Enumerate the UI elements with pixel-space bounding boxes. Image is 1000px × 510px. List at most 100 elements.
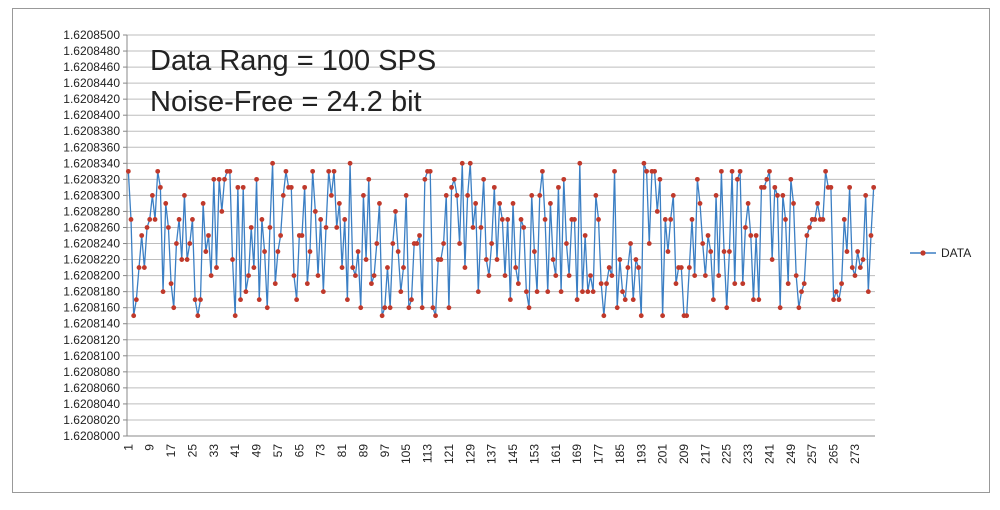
data-point [131, 313, 137, 319]
data-point [470, 225, 476, 230]
data-point [331, 168, 337, 174]
data-point [243, 289, 249, 295]
legend-marker [920, 250, 926, 256]
data-point [248, 225, 254, 230]
data-point [163, 201, 169, 206]
y-tick-label: 1.6208200 [63, 269, 120, 283]
y-tick-label: 1.6208480 [63, 44, 120, 58]
data-point [537, 193, 543, 198]
y-tick-label: 1.6208100 [63, 349, 120, 363]
data-point [478, 225, 484, 230]
annotation: Data Rang = 100 SPS [150, 45, 436, 77]
x-tick-label: 169 [570, 444, 584, 464]
data-point [465, 193, 471, 198]
data-point [761, 184, 767, 190]
data-point [836, 297, 842, 303]
data-point [860, 257, 866, 262]
data-point [857, 265, 863, 270]
data-point [385, 265, 390, 270]
data-point [751, 297, 756, 303]
data-point [609, 273, 615, 278]
data-point [128, 217, 134, 222]
data-point [417, 233, 422, 238]
data-point [727, 249, 732, 254]
data-point [125, 168, 131, 174]
data-point [507, 297, 513, 303]
data-point [777, 305, 783, 311]
data-point [585, 289, 591, 295]
data-point [796, 305, 802, 311]
data-point [735, 176, 740, 182]
data-point [320, 289, 326, 295]
data-point [366, 176, 372, 182]
legend-label: DATA [941, 246, 971, 260]
data-point [251, 265, 257, 270]
data-point [446, 305, 452, 311]
data-point [724, 305, 730, 311]
data-point [780, 193, 786, 198]
data-point [144, 225, 150, 230]
x-tick-label: 113 [421, 444, 435, 463]
data-point [745, 201, 751, 206]
data-point [702, 273, 708, 278]
data-point [430, 305, 436, 311]
data-point [211, 176, 217, 182]
data-point [582, 233, 588, 238]
data-point [793, 273, 799, 278]
data-point [141, 265, 147, 270]
data-point [665, 249, 671, 254]
data-point [462, 265, 468, 270]
data-point [636, 265, 641, 270]
data-point [654, 209, 660, 214]
x-tick-label: 265 [827, 444, 841, 464]
data-point [531, 249, 537, 254]
data-point [529, 193, 535, 198]
data-point [868, 233, 874, 238]
data-point [580, 289, 585, 295]
data-point [339, 265, 345, 270]
data-point [307, 249, 313, 254]
data-point [523, 289, 529, 295]
data-point [668, 217, 674, 222]
y-tick-label: 1.6208180 [63, 285, 120, 299]
data-point [515, 281, 521, 287]
data-point [644, 168, 649, 174]
data-point [628, 241, 633, 246]
x-tick-label: 17 [164, 444, 178, 458]
annotation: Noise-Free = 24.2 bit [150, 86, 422, 118]
data-point [441, 241, 446, 246]
data-point [459, 160, 465, 166]
data-point [267, 225, 273, 230]
data-point [382, 305, 388, 311]
data-point [598, 281, 604, 287]
data-point [198, 297, 203, 303]
data-point [377, 201, 382, 206]
data-point [684, 313, 690, 319]
data-point [200, 201, 206, 206]
data-point [288, 184, 294, 190]
x-tick-label: 9 [143, 444, 157, 451]
data-point [433, 313, 438, 319]
x-tick-label: 241 [762, 444, 776, 464]
data-point [590, 289, 596, 295]
data-point [633, 257, 639, 262]
data-point [606, 265, 612, 270]
data-point [577, 160, 583, 166]
x-tick-label: 145 [506, 444, 520, 464]
data-point [601, 313, 607, 319]
data-point [481, 176, 487, 182]
data-point [136, 265, 142, 270]
y-tick-label: 1.6208020 [63, 413, 120, 427]
data-point [318, 217, 324, 222]
data-point [312, 209, 318, 214]
data-point [863, 193, 869, 198]
x-tick-label: 49 [250, 444, 264, 458]
data-point [646, 241, 652, 246]
data-point [801, 281, 807, 287]
data-point [799, 289, 804, 295]
data-point [369, 281, 374, 287]
data-point [561, 176, 567, 182]
data-point [195, 313, 201, 319]
data-point [358, 305, 364, 311]
